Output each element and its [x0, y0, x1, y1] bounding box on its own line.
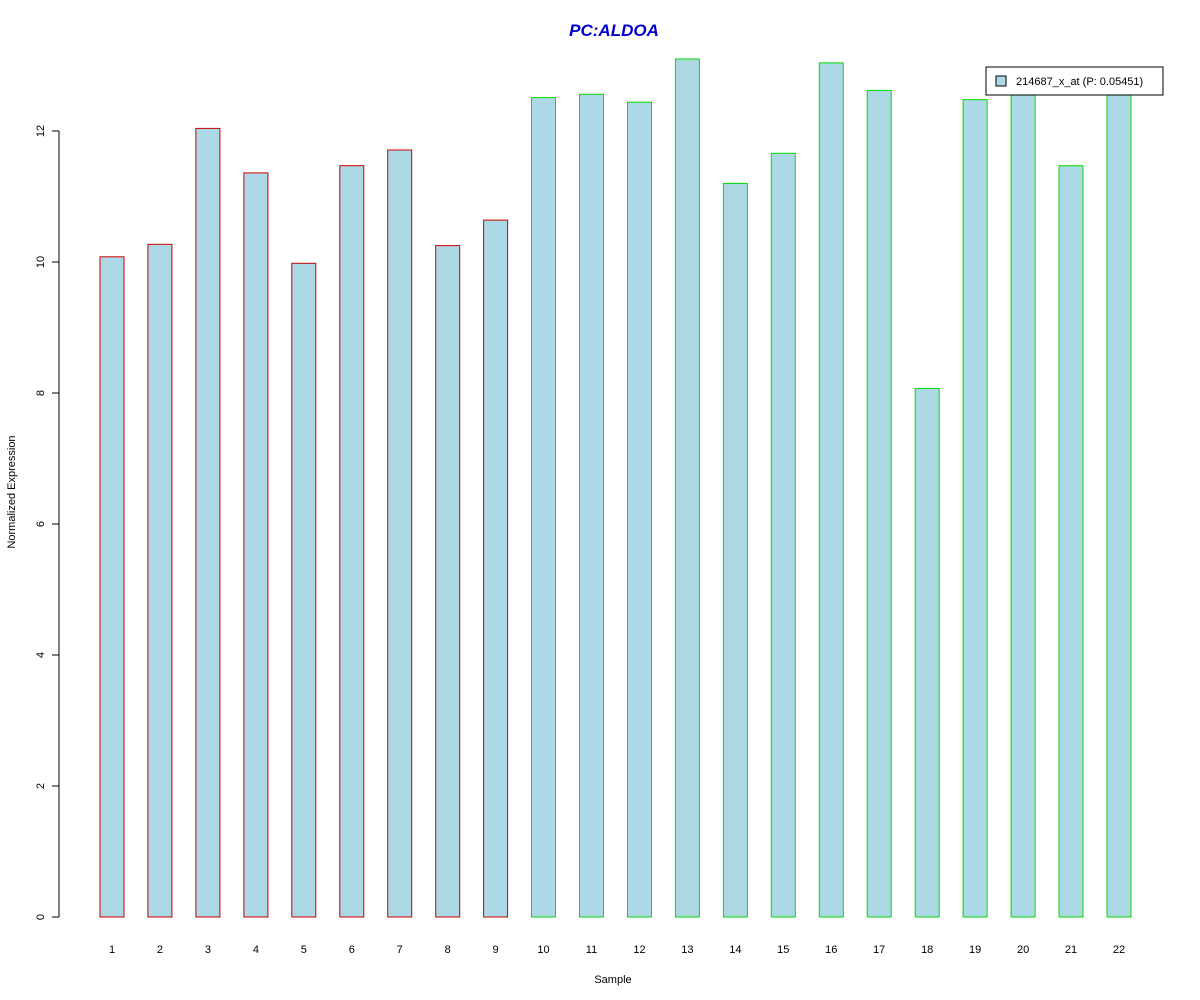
y-axis-label: Normalized Expression	[6, 435, 18, 548]
x-tick-label: 16	[825, 944, 837, 956]
y-tick-label: 2	[35, 783, 47, 789]
bar-sample-22	[1106, 93, 1132, 918]
x-tick-label: 12	[633, 944, 645, 956]
bar-sample-18	[914, 387, 940, 918]
chart-title: PC:ALDOA	[569, 21, 659, 40]
x-tick-label: 8	[445, 944, 451, 956]
bar-sample-6	[339, 165, 365, 918]
x-tick-label: 22	[1113, 944, 1125, 956]
bar-sample-12	[627, 101, 652, 918]
bar-sample-15	[770, 152, 796, 918]
x-tick-label: 9	[493, 944, 499, 956]
bar-sample-5	[291, 262, 317, 918]
bar-sample-2	[147, 243, 173, 918]
bar-sample-7	[387, 149, 413, 918]
bar-sample-14	[722, 182, 748, 918]
x-tick-label: 13	[681, 944, 693, 956]
x-tick-label: 20	[1017, 944, 1029, 956]
x-tick-label: 1	[109, 944, 115, 956]
bar-sample-4	[243, 172, 269, 918]
bar-sample-19	[962, 99, 988, 918]
x-tick-label: 15	[777, 944, 789, 956]
y-tick-label: 10	[35, 256, 47, 268]
x-tick-label: 3	[205, 944, 211, 956]
bar-sample-21	[1058, 165, 1084, 918]
x-tick-label: 6	[349, 944, 355, 956]
x-tick-label: 4	[253, 944, 259, 956]
y-tick-label: 0	[35, 914, 47, 920]
legend-label: 214687_x_at (P: 0.05451)	[1016, 76, 1143, 88]
bar-sample-3	[195, 127, 221, 918]
x-tick-labels: 1 2 3 4 5 6 7 8 9 10 11 12 13 14 15 16 17 18 19 20 21 22	[109, 944, 1125, 956]
bar-sample-9	[483, 219, 509, 918]
x-tick-label: 19	[969, 944, 981, 956]
legend: 214687_x_at (P: 0.05451)	[985, 66, 1164, 96]
x-tick-label: 5	[301, 944, 307, 956]
x-tick-label: 2	[157, 944, 163, 956]
bar-sample-13	[674, 58, 700, 918]
bars	[99, 58, 1132, 918]
bar-sample-17	[866, 89, 892, 918]
bar-sample-20	[1010, 91, 1036, 918]
y-tick-label: 8	[35, 390, 47, 396]
x-tick-label: 11	[586, 944, 597, 956]
bar-sample-8	[435, 245, 461, 918]
y-tick-label: 4	[35, 652, 47, 658]
legend-box	[985, 66, 1164, 96]
legend-swatch	[995, 75, 1007, 87]
x-tick-label: 17	[873, 944, 885, 956]
bar-sample-1	[99, 256, 125, 918]
y-axis: 0 2 4 6 8 10 12	[35, 125, 60, 920]
bar-sample-10	[531, 97, 556, 918]
x-tick-label: 21	[1065, 944, 1077, 956]
bar-sample-16	[818, 62, 844, 918]
x-tick-label: 18	[921, 944, 933, 956]
x-axis-label: Sample	[594, 974, 631, 986]
x-tick-label: 14	[729, 944, 741, 956]
y-tick-label: 6	[35, 521, 47, 527]
bar-sample-11	[579, 93, 604, 918]
y-tick-label: 12	[35, 125, 47, 137]
x-tick-label: 10	[537, 944, 549, 956]
x-tick-label: 7	[397, 944, 403, 956]
